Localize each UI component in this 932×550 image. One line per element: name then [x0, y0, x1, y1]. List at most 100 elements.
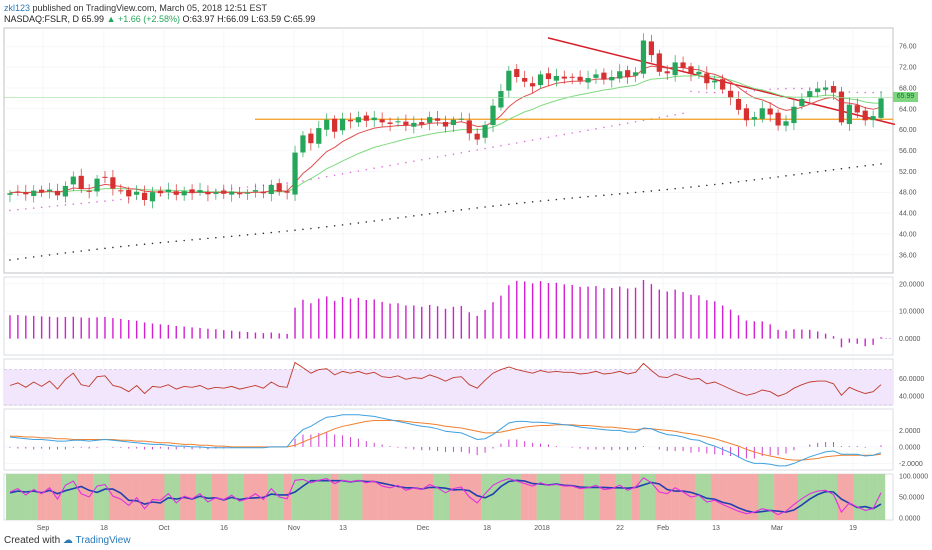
long-ma-dot: [492, 205, 494, 207]
time-tick-label: 2018: [534, 525, 550, 532]
candle-body: [284, 191, 290, 193]
long-ma-dot: [832, 168, 835, 171]
candle-body: [23, 192, 29, 195]
candle-body: [15, 191, 21, 193]
mid-ma-dot: [357, 170, 360, 172]
candle-body: [854, 105, 860, 113]
candle-body: [822, 87, 829, 90]
regime-cell: [663, 474, 672, 520]
mid-ma-dot: [333, 174, 336, 177]
long-ma-dot: [96, 248, 98, 251]
regime-cell: [267, 474, 276, 520]
long-ma-dot: [650, 190, 653, 192]
long-ma-dot: [698, 185, 700, 188]
slow-moving-average: [10, 74, 881, 193]
regime-cell: [203, 474, 213, 520]
mid-ma-dot: [603, 126, 605, 129]
regime-cell: [853, 474, 862, 520]
candle-body: [221, 190, 227, 194]
mid-ma-dot: [286, 182, 288, 184]
long-ma-dot: [381, 219, 383, 221]
candle-body: [7, 193, 13, 195]
regime-cell: [93, 474, 102, 520]
mid-ma-dot: [373, 167, 376, 170]
mid-ma-dot: [48, 205, 51, 208]
long-ma-dot: [824, 169, 827, 172]
time-tick-label: 22: [616, 525, 624, 532]
close-value: C:65.99: [283, 14, 316, 24]
regime-cell: [504, 474, 514, 520]
candle-body: [371, 117, 377, 121]
long-ma-dot: [9, 259, 11, 261]
candle-body: [78, 175, 84, 190]
low-value: L:63.59: [251, 14, 282, 24]
regime-cell: [671, 474, 680, 520]
regime-cell: [172, 474, 181, 520]
mid-ma-dot: [381, 166, 383, 168]
mid-ma-dot: [104, 200, 106, 202]
long-ma-dot: [539, 200, 542, 202]
mid-ma-dot: [634, 120, 637, 123]
histogram-axis-label: 0.0000: [899, 336, 921, 343]
candle-body: [743, 108, 750, 121]
long-ma-dot: [199, 238, 201, 240]
long-ma-dot: [357, 222, 360, 224]
regime-cell: [742, 474, 751, 520]
regime-cell: [338, 474, 347, 520]
mid-ma-dot: [436, 156, 439, 158]
candle-body: [458, 118, 464, 120]
price-tick-label: 36.00: [899, 252, 917, 259]
regime-cell: [528, 474, 537, 520]
candle-body: [31, 190, 37, 196]
mid-ma-dot: [413, 160, 415, 162]
regime-cell: [433, 474, 442, 520]
long-ma-dot: [737, 180, 740, 183]
candle-body: [553, 75, 559, 81]
stoch-axis-label: 50.0000: [899, 495, 924, 502]
candle-body: [506, 70, 512, 91]
mid-ma-dot: [72, 203, 75, 205]
price-tick-label: 56.00: [899, 148, 917, 155]
mid-ma-dot: [468, 150, 471, 153]
candles: [7, 33, 884, 209]
candle-body: [751, 117, 757, 120]
long-ma-dot: [476, 207, 478, 209]
candle-body: [54, 190, 61, 196]
regime-cell: [409, 474, 418, 520]
long-ma-dot: [658, 189, 661, 192]
long-ma-dot: [674, 187, 676, 190]
tradingview-brand[interactable]: TradingView: [75, 535, 131, 546]
mid-ma-dot: [769, 88, 771, 91]
candle-body: [712, 80, 718, 83]
candle-body: [862, 110, 868, 121]
mid-ma-dot: [397, 163, 399, 165]
long-ma-dot: [848, 166, 851, 169]
long-ma-dot: [563, 197, 566, 200]
long-ma-dot: [302, 228, 304, 231]
time-tick-label: Nov: [288, 525, 301, 532]
long-ma-dot: [555, 198, 558, 201]
candle-body: [189, 189, 195, 193]
macd-line: [9, 414, 882, 467]
candle-body: [332, 118, 338, 132]
long-ma-dot: [856, 165, 859, 168]
regime-cell: [576, 474, 585, 520]
candle-body: [490, 105, 496, 126]
candle-body: [656, 53, 662, 72]
regime-cell: [623, 474, 632, 520]
candle-body: [165, 189, 171, 193]
candle-body: [783, 121, 789, 126]
long-ma-dot: [444, 211, 447, 213]
candle-body: [640, 40, 647, 74]
long-ma-dot: [112, 246, 114, 249]
regime-cell: [789, 474, 799, 520]
regime-cell: [330, 474, 339, 520]
histogram-axis-label: 20.0000: [899, 281, 924, 288]
regime-cell: [148, 474, 157, 520]
long-ma-dot: [104, 247, 106, 250]
long-ma-dot: [785, 175, 787, 177]
publisher-name[interactable]: zkl123: [4, 3, 31, 13]
long-ma-dot: [333, 225, 336, 227]
mid-ma-dot: [555, 135, 558, 137]
